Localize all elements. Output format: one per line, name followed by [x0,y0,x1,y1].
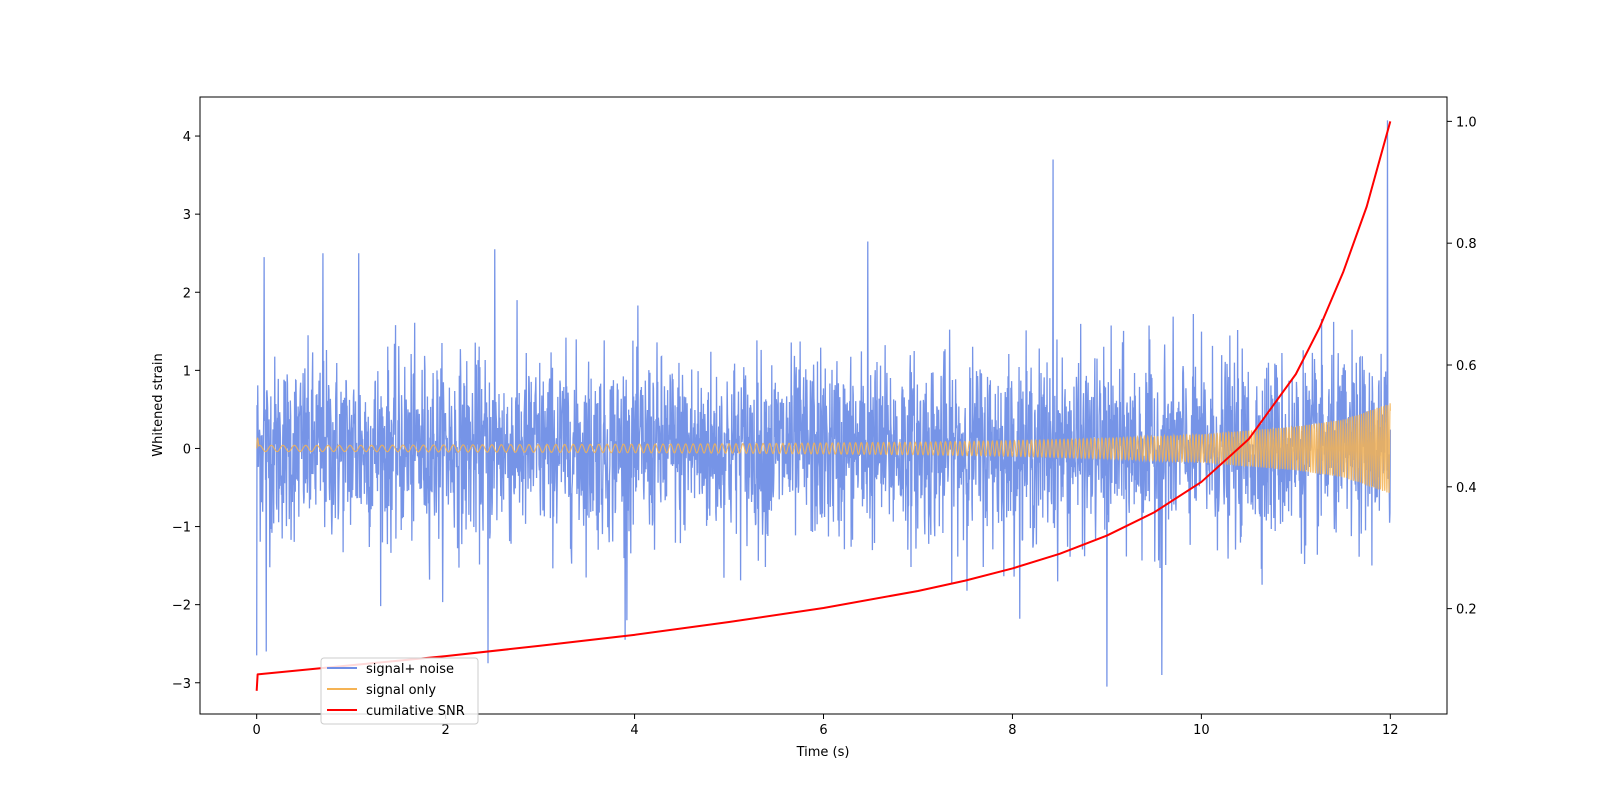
legend-label-signal-only: signal only [366,683,436,698]
series-signal-only-line [256,403,1391,493]
x-tick-label: 8 [1008,723,1016,738]
x-tick-label: 6 [819,723,827,738]
y-tick-label: 0 [183,442,191,457]
y-tick-label: 3 [183,208,191,223]
y2-tick-label: 0.8 [1456,237,1477,252]
y-tick-label: 2 [183,286,191,301]
series-layer [255,120,1392,691]
x-axis: 0 2 4 6 8 10 12 [253,714,1399,738]
y-axis-label: Whitened strain [151,353,166,456]
legend: signal+ noise signal only cumilative SNR [320,657,479,725]
y-axis-right: 0.2 0.4 0.6 0.8 1.0 [1447,115,1477,618]
y-tick-label: 4 [183,130,191,145]
x-tick-label: 4 [630,723,638,738]
y-tick-label: −3 [172,677,191,692]
y2-tick-label: 0.4 [1456,481,1477,496]
y2-tick-label: 0.2 [1456,603,1477,618]
y-tick-label: −1 [172,521,191,536]
x-tick-label: 2 [441,723,449,738]
x-tick-label: 0 [253,723,261,738]
legend-box [320,657,479,725]
y2-tick-label: 0.6 [1456,359,1477,374]
y-tick-label: 1 [183,364,191,379]
series-cumulative-snr-line [255,121,1392,691]
x-tick-label: 10 [1193,723,1210,738]
legend-label-cumulative-snr: cumilative SNR [366,704,465,719]
series-signal-noise-line [256,120,1391,687]
x-axis-label: Time (s) [796,745,850,760]
x-tick-label: 12 [1382,723,1399,738]
y2-tick-label: 1.0 [1456,115,1477,130]
legend-label-signal-noise: signal+ noise [366,662,454,677]
y-tick-label: −2 [172,599,191,614]
y-axis-left: −3 −2 −1 0 1 2 3 4 [172,130,200,692]
